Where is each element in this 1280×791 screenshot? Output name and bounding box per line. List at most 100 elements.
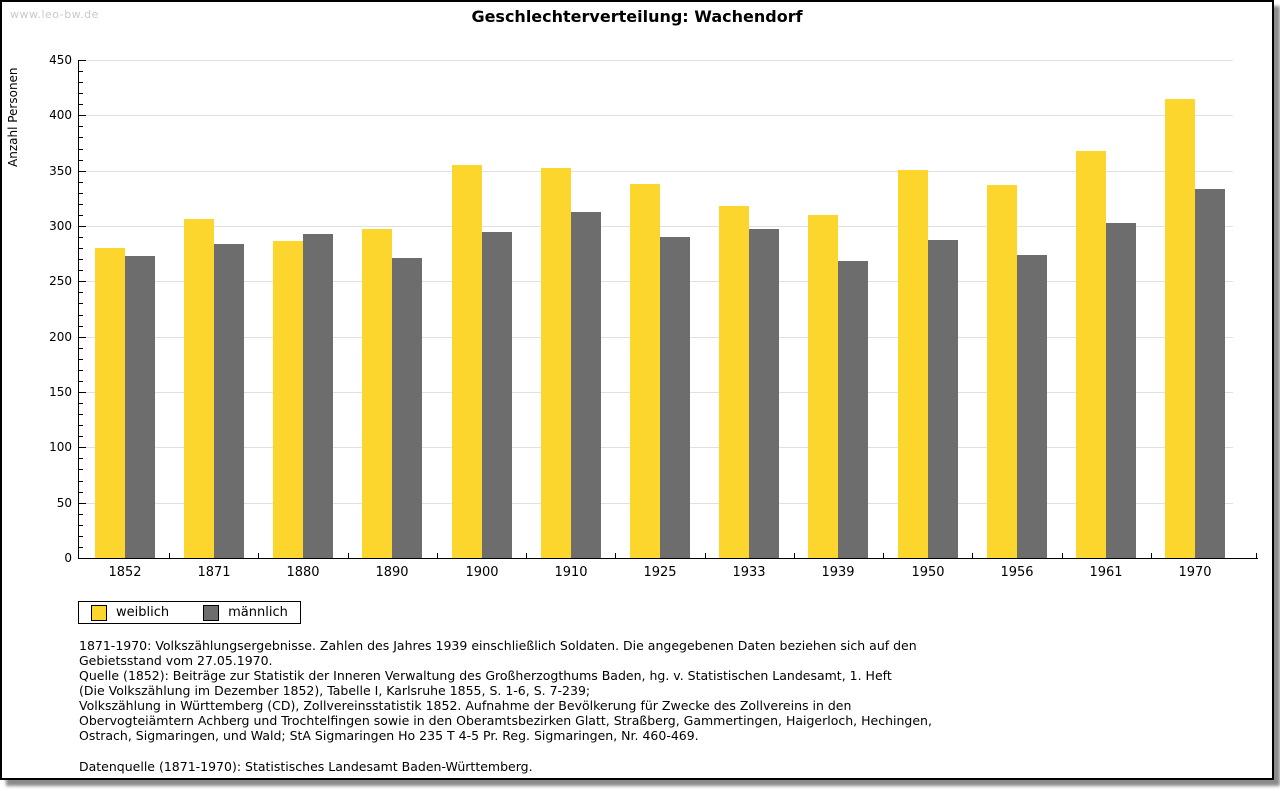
- footnote-line: (Die Volkszählung im Dezember 1852), Tab…: [79, 683, 591, 698]
- y-tick: [79, 214, 83, 216]
- x-tick-label: 1939: [821, 565, 855, 580]
- bar-weiblich-1961: [1076, 151, 1106, 558]
- bar-männlich-1970: [1195, 189, 1225, 558]
- bar-weiblich-1900: [452, 165, 482, 558]
- watermark: www.leo-bw.de: [10, 8, 99, 21]
- y-tick-label: 350: [49, 163, 72, 178]
- y-tick: [79, 137, 83, 139]
- bar-männlich-1900: [482, 232, 512, 558]
- footnote-line: Gebietsstand vom 27.05.1970.: [79, 653, 273, 668]
- y-tick: [79, 71, 83, 73]
- x-tick: [705, 553, 706, 558]
- y-tick: [79, 60, 86, 61]
- y-tick: [79, 347, 83, 349]
- x-tick: [1256, 553, 1257, 558]
- y-tick: [79, 148, 83, 150]
- y-tick-label: 450: [49, 53, 72, 67]
- footnote-line: Volkszählung in Württemberg (CD), Zollve…: [79, 698, 852, 713]
- bar-männlich-1950: [928, 240, 958, 558]
- x-tick-label: 1933: [732, 565, 766, 580]
- y-tick: [79, 281, 86, 283]
- y-tick: [79, 436, 83, 438]
- bar-männlich-1939: [838, 261, 868, 558]
- y-tick-label: 100: [49, 440, 72, 455]
- x-tick: [258, 553, 259, 558]
- y-tick: [79, 226, 86, 227]
- bar-männlich-1961: [1106, 223, 1136, 558]
- y-tick: [79, 93, 83, 95]
- y-tick: [79, 414, 83, 416]
- x-tick: [883, 553, 884, 558]
- y-tick: [79, 192, 83, 194]
- x-tick-label: 1871: [197, 565, 231, 580]
- x-tick-label: 1900: [465, 565, 499, 580]
- y-tick: [79, 491, 83, 493]
- y-tick: [79, 380, 83, 382]
- y-tick: [79, 314, 83, 316]
- x-tick-label: 1890: [375, 565, 409, 580]
- y-tick: [79, 469, 83, 471]
- bar-männlich-1852: [125, 256, 155, 558]
- y-tick: [79, 535, 83, 537]
- legend: weiblich männlich: [78, 601, 301, 624]
- gridline: [79, 60, 1233, 61]
- x-tick: [437, 553, 438, 558]
- y-tick: [79, 292, 83, 294]
- legend-item-maennlich: männlich: [203, 604, 288, 621]
- x-tick-label: 1961: [1089, 565, 1123, 580]
- bar-weiblich-1939: [808, 215, 838, 558]
- y-tick: [79, 126, 83, 128]
- gridline: [79, 170, 1233, 172]
- legend-label-weiblich: weiblich: [116, 605, 170, 620]
- y-tick: [79, 82, 83, 84]
- footnote-line: Obervogteiämtern Achberg und Trochtelfin…: [79, 713, 932, 728]
- x-tick: [972, 553, 973, 558]
- bar-weiblich-1871: [184, 219, 214, 558]
- y-tick: [79, 358, 83, 360]
- y-tick: [79, 237, 83, 239]
- y-tick: [79, 502, 86, 504]
- x-tick: [1062, 553, 1063, 558]
- y-tick: [79, 303, 83, 305]
- weiblich-swatch-icon: [91, 604, 107, 621]
- x-tick-label: 1910: [554, 565, 588, 580]
- y-tick: [79, 425, 83, 427]
- bar-männlich-1880: [303, 234, 333, 558]
- y-tick: [79, 181, 83, 183]
- bar-weiblich-1950: [898, 170, 928, 558]
- y-tick: [79, 447, 86, 449]
- y-tick: [79, 203, 83, 205]
- x-tick-label: 1970: [1178, 565, 1212, 580]
- datasource-line: Datenquelle (1871-1970): Statistisches L…: [79, 759, 533, 774]
- bar-männlich-1871: [214, 244, 244, 558]
- y-tick: [79, 159, 83, 161]
- y-tick: [79, 546, 83, 548]
- bar-weiblich-1910: [541, 168, 571, 558]
- bar-weiblich-1890: [362, 229, 392, 558]
- plot-area: 0 50 100 150 200 250 300 350 400 450 1852 1871 1880 1…: [2, 2, 1276, 602]
- bar-männlich-1910: [571, 212, 601, 558]
- y-tick-label: 400: [49, 108, 72, 123]
- y-tick: [79, 369, 83, 371]
- bar-weiblich-1880: [273, 241, 303, 558]
- x-tick-label: 1956: [1000, 565, 1034, 580]
- maennlich-swatch-icon: [203, 604, 220, 621]
- chart-title: Geschlechterverteilung: Wachendorf: [471, 7, 803, 26]
- y-tick-label: 200: [49, 329, 72, 344]
- bar-weiblich-1956: [987, 185, 1017, 558]
- x-tick-label: 1880: [286, 565, 320, 580]
- x-tick-label: 1950: [911, 565, 945, 580]
- legend-item-weiblich: weiblich: [91, 604, 170, 621]
- bar-männlich-1956: [1017, 255, 1047, 558]
- bar-weiblich-1933: [719, 206, 749, 558]
- footnotes: 1871-1970: Volkszählungsergebnisse. Zahl…: [79, 638, 932, 774]
- y-tick: [79, 170, 86, 172]
- y-tick-label: 50: [56, 495, 72, 510]
- bar-weiblich-1970: [1165, 99, 1195, 558]
- x-tick: [794, 553, 795, 558]
- x-tick: [526, 553, 527, 558]
- x-tick: [615, 553, 616, 558]
- y-tick-label: 250: [49, 274, 72, 289]
- x-axis-line: [78, 558, 1258, 559]
